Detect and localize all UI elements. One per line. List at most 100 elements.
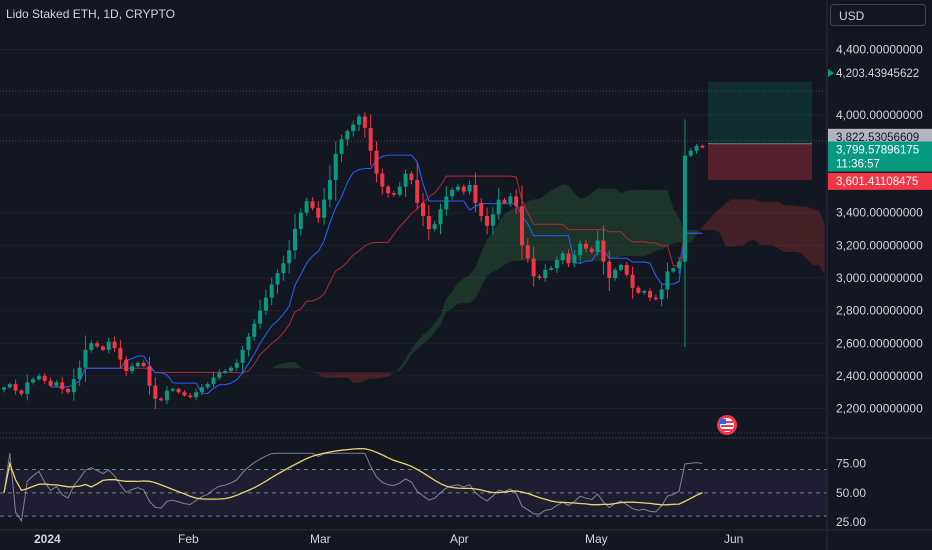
- candle: [508, 192, 513, 207]
- candle: [677, 256, 682, 274]
- candle: [415, 162, 420, 210]
- candle: [42, 373, 47, 385]
- currency-selector[interactable]: USD: [830, 4, 926, 26]
- candle: [351, 120, 356, 137]
- candle: [688, 148, 693, 158]
- candle: [368, 114, 373, 166]
- candle: [444, 186, 449, 216]
- candle: [397, 182, 402, 197]
- target-price-label: 4,203.43945622: [836, 68, 919, 80]
- candle: [228, 366, 233, 373]
- candle: [19, 389, 24, 397]
- rsi-ma-line: [3, 447, 703, 506]
- candle: [490, 207, 495, 235]
- candle: [519, 185, 524, 260]
- candle: [223, 369, 228, 375]
- candle: [118, 340, 123, 369]
- candle: [624, 262, 629, 278]
- candle: [485, 207, 490, 235]
- candle: [630, 266, 635, 299]
- price-tick-label: 2,400.00000000: [836, 369, 923, 383]
- position-boxes: [708, 81, 812, 180]
- candle: [607, 250, 612, 291]
- candle: [25, 374, 30, 401]
- candle: [164, 385, 169, 405]
- candle: [182, 390, 187, 397]
- candle: [112, 336, 117, 352]
- candle: [77, 360, 82, 386]
- candle: [36, 373, 41, 381]
- svg-text:3,799.57896175: 3,799.57896175: [836, 145, 919, 157]
- candle: [496, 187, 501, 220]
- candle: [333, 141, 338, 201]
- candle: [124, 356, 129, 376]
- candle: [281, 255, 286, 281]
- candle: [682, 119, 687, 348]
- candle: [199, 384, 204, 395]
- candle: [578, 240, 583, 264]
- candle: [287, 240, 292, 274]
- candle: [525, 238, 530, 263]
- candle: [13, 379, 18, 395]
- candle: [409, 171, 414, 185]
- candle: [450, 187, 455, 200]
- candle: [473, 172, 478, 212]
- candle: [130, 363, 135, 374]
- svg-text:11:36:57: 11:36:57: [836, 159, 880, 171]
- candle: [479, 198, 484, 222]
- candle: [106, 337, 111, 354]
- candle: [362, 112, 367, 138]
- candle: [141, 360, 146, 368]
- candle: [205, 382, 210, 390]
- time-tick-label: Mar: [310, 532, 331, 546]
- candle: [554, 256, 559, 273]
- price-tick-label: 4,400.00000000: [836, 43, 923, 57]
- candle: [298, 208, 303, 236]
- stop-price-label: 3,601.41108475: [828, 172, 932, 190]
- time-tick-label: Jun: [724, 532, 743, 546]
- candle: [584, 240, 588, 253]
- time-tick-label: 2024: [34, 532, 61, 546]
- candle: [537, 274, 542, 280]
- candle: [659, 283, 664, 307]
- time-tick-label: May: [585, 532, 608, 546]
- candle: [71, 368, 76, 401]
- candle: [514, 189, 519, 215]
- candle: [642, 289, 647, 295]
- symbol-title[interactable]: Lido Staked ETH, 1D, CRYPTO: [6, 7, 175, 21]
- candle: [438, 203, 443, 235]
- candle: [100, 345, 105, 352]
- candle: [345, 129, 350, 146]
- candle: [194, 388, 199, 401]
- candle: [391, 190, 396, 198]
- candle: [357, 114, 362, 132]
- us-flag-icon[interactable]: [717, 415, 737, 435]
- candle: [665, 262, 670, 299]
- candle: [613, 267, 618, 281]
- candle: [421, 192, 426, 227]
- candle: [293, 214, 297, 260]
- chart-grid: [0, 49, 827, 434]
- candle: [322, 187, 327, 225]
- candle: [327, 164, 332, 208]
- candle: [432, 220, 437, 232]
- candle: [700, 144, 705, 149]
- candle: [153, 377, 158, 410]
- candle: [589, 246, 594, 255]
- candle: [618, 263, 623, 272]
- time-tick-label: Apr: [450, 532, 469, 546]
- last-price-label: 3,799.57896175 11:36:57: [828, 141, 932, 172]
- candle: [147, 356, 152, 395]
- price-tick-label: 3,200.00000000: [836, 238, 923, 252]
- candle: [653, 294, 658, 301]
- price-tick-label: 2,600.00000000: [836, 336, 923, 350]
- candle: [386, 184, 391, 198]
- candle: [48, 377, 53, 388]
- candle: [595, 231, 600, 255]
- rsi-pane: 75.00 50.00 25.00: [0, 437, 932, 529]
- candle: [531, 246, 536, 287]
- candle: [54, 380, 59, 388]
- price-tick-label: 3,000.00000000: [836, 271, 923, 285]
- time-axis: 2024 Feb Mar Apr May Jun: [0, 529, 932, 546]
